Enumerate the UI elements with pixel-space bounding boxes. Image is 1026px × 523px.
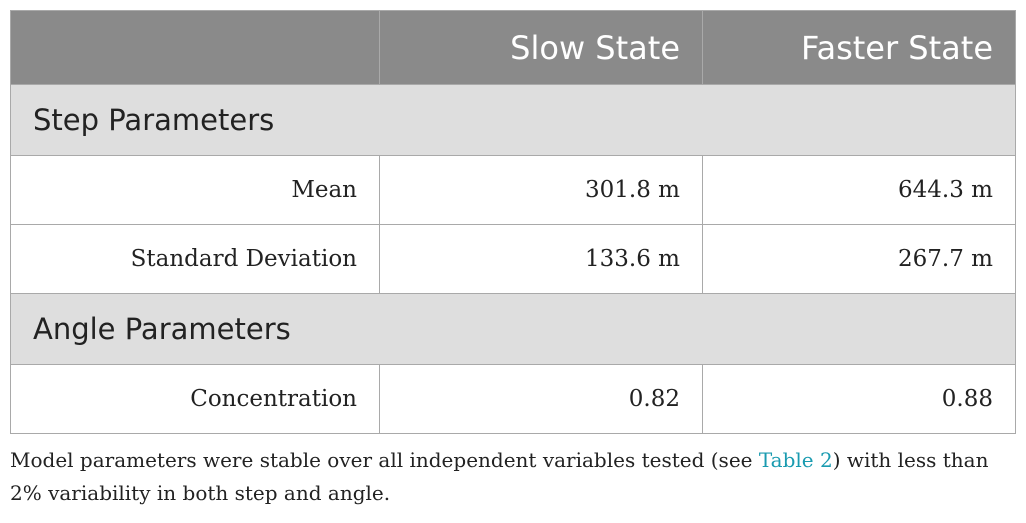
cell-mean-slow: 301.8 m: [379, 155, 703, 225]
parameters-table: Slow State Faster State Step Parameters …: [10, 10, 1016, 434]
table-2-link[interactable]: Table 2: [758, 448, 833, 472]
footnote-text-after: ) with less than 2% variability in both …: [10, 448, 989, 505]
cell-concentration-faster: 0.88: [702, 364, 1016, 434]
header-cell-slow-state: Slow State: [379, 10, 703, 85]
section-row-angle-parameters: Angle Parameters: [10, 293, 1016, 365]
cell-concentration-slow: 0.82: [379, 364, 703, 434]
table-row: Standard Deviation 133.6 m 267.7 m: [10, 224, 1016, 294]
section-title-step-parameters: Step Parameters: [10, 84, 1016, 156]
cell-sd-faster: 267.7 m: [702, 224, 1016, 294]
parameters-table-container: Slow State Faster State Step Parameters …: [10, 10, 1016, 434]
header-cell-faster-state: Faster State: [702, 10, 1016, 85]
footnote-text-before: Model parameters were stable over all in…: [10, 448, 759, 472]
cell-mean-faster: 644.3 m: [702, 155, 1016, 225]
section-title-angle-parameters: Angle Parameters: [10, 293, 1016, 365]
row-label-mean: Mean: [10, 155, 380, 225]
row-label-concentration: Concentration: [10, 364, 380, 434]
table-header-row: Slow State Faster State: [10, 10, 1016, 85]
row-label-standard-deviation: Standard Deviation: [10, 224, 380, 294]
table-footnote: Model parameters were stable over all in…: [10, 444, 1020, 510]
table-row: Mean 301.8 m 644.3 m: [10, 155, 1016, 225]
table-row: Concentration 0.82 0.88: [10, 364, 1016, 434]
section-row-step-parameters: Step Parameters: [10, 84, 1016, 156]
header-cell-blank: [10, 10, 380, 85]
cell-sd-slow: 133.6 m: [379, 224, 703, 294]
